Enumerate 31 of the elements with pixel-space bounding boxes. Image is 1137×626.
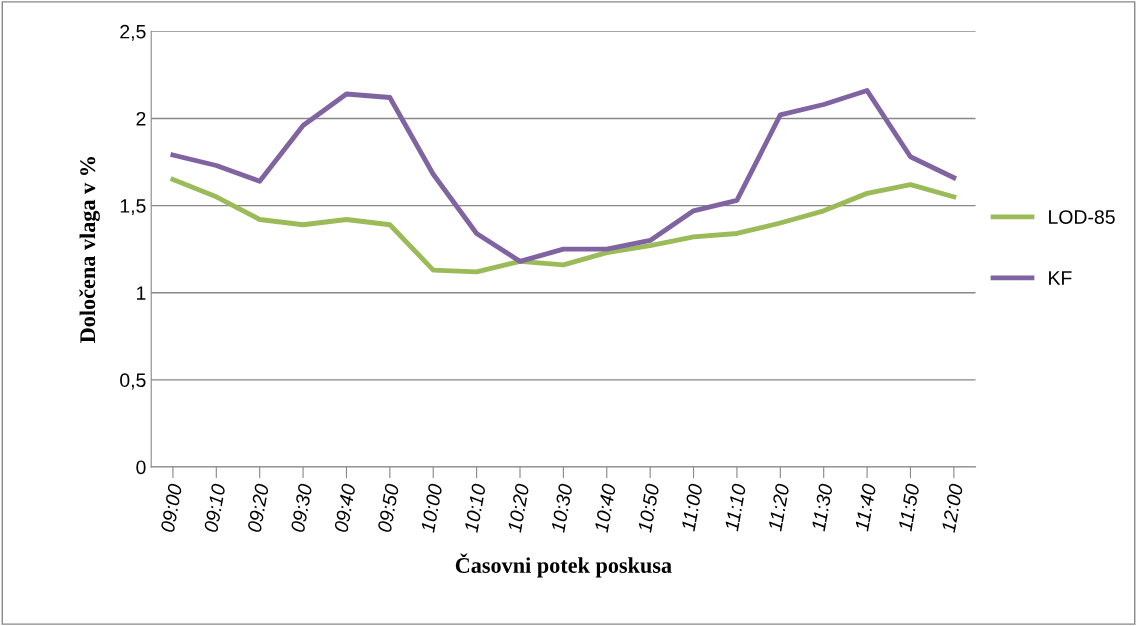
x-tick-label: 10:40 [594, 483, 617, 533]
y-tick-label: 0 [136, 460, 146, 475]
y-tick-label: 0,5 [120, 373, 146, 390]
y-axis-title: Določena vlaga v % [79, 157, 100, 343]
x-tick-label: 11:10 [724, 483, 747, 532]
legend-label: KF [1049, 271, 1072, 285]
x-axis-title: Časovni potek poskusa [455, 553, 672, 578]
x-tick-label: 09:10 [203, 483, 226, 533]
y-tick-label: 2 [136, 111, 146, 126]
x-tick-label: 10:30 [550, 483, 573, 533]
x-tick-label: 11:00 [681, 483, 703, 532]
x-tick-label: 10:00 [420, 483, 443, 533]
y-tick-label: 1 [137, 286, 146, 300]
x-tick-label: 09:00 [160, 483, 183, 533]
x-tick-label: 10:20 [507, 483, 530, 533]
line-series [170, 177, 957, 275]
x-tick-label: 09:40 [333, 483, 356, 533]
x-tick-label: 11:30 [811, 483, 833, 532]
x-tick-label: 11:50 [898, 483, 920, 532]
x-tick-label: 11:20 [767, 483, 790, 532]
x-tick-label: 12:00 [941, 483, 964, 533]
x-tick-label: 09:30 [290, 483, 313, 533]
x-tick-label: 10:50 [637, 483, 660, 533]
x-tick-label: 09:20 [247, 483, 270, 533]
line-series [170, 88, 957, 264]
legend-label: LOD-85 [1049, 210, 1115, 224]
x-tick-label: 11:40 [854, 483, 877, 532]
x-tick-label: 10:10 [464, 483, 486, 533]
y-tick-label: 2,5 [120, 24, 146, 41]
y-tick-label: 1,5 [120, 199, 146, 216]
x-tick-label: 09:50 [377, 483, 400, 533]
